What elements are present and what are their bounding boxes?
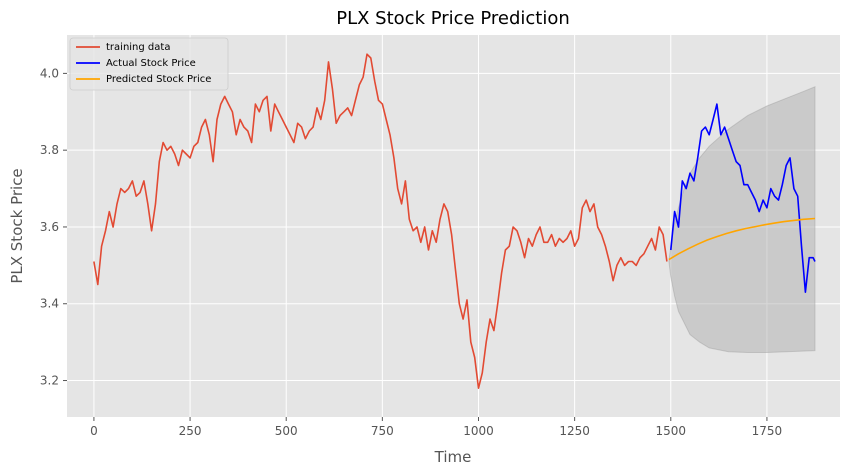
x-tick-label: 750 (371, 424, 394, 438)
x-tick-label: 250 (179, 424, 202, 438)
y-tick-label: 3.8 (40, 143, 59, 157)
x-tick-label: 1000 (463, 424, 494, 438)
y-tick-label: 4.0 (40, 66, 59, 80)
x-axis-ticks: 0 250 500 750 1000 1250 1500 1750 (90, 417, 782, 438)
y-axis-title: PLX Stock Price (8, 168, 26, 283)
y-axis-ticks: 3.2 3.4 3.6 3.8 4.0 (40, 66, 67, 388)
x-tick-label: 1250 (559, 424, 590, 438)
y-tick-label: 3.6 (40, 220, 59, 234)
x-axis-title: Time (434, 448, 472, 466)
legend-label-training: training data (106, 42, 170, 53)
series-layer (93, 53, 816, 390)
chart-title: PLX Stock Price Prediction (336, 8, 570, 29)
y-tick-label: 3.4 (40, 297, 59, 311)
legend-box (69, 37, 229, 91)
training-data-line (93, 53, 668, 390)
x-tick-label: 0 (90, 424, 98, 438)
legend-label-actual: Actual Stock Price (106, 58, 196, 69)
x-tick-label: 1750 (752, 424, 783, 438)
legend: training data Actual Stock Price Predict… (69, 37, 229, 91)
x-tick-label: 1500 (656, 424, 687, 438)
y-tick-label: 3.2 (40, 374, 59, 388)
x-tick-label: 500 (275, 424, 298, 438)
actual-price-line (670, 103, 816, 294)
legend-label-predicted: Predicted Stock Price (106, 74, 211, 85)
predicted-price-line (668, 217, 816, 261)
